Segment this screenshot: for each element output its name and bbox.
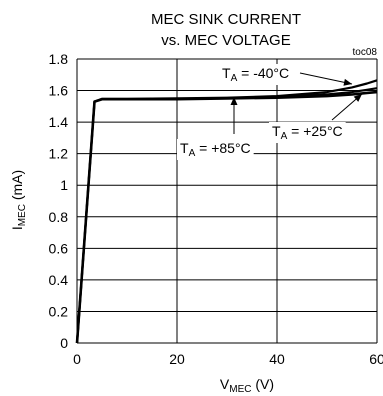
y-tick-label: 1.6: [49, 83, 69, 99]
grid: [76, 58, 378, 344]
annotation-arrowhead: [230, 97, 238, 105]
x-tick-label: 40: [269, 351, 285, 367]
x-tick-label: 60: [369, 351, 383, 367]
annotation-label: TA = +25°C: [272, 123, 343, 142]
x-tick-label: 0: [73, 351, 81, 367]
y-axis-label: IMEC (mA): [9, 170, 28, 230]
y-tick-label: 1.8: [49, 51, 69, 67]
annotation-pointer: [299, 72, 353, 85]
tick-labels: 0 20 40 60 0 0.2 0.4 0.6 0.8 1 1.2 1.4 1.6 1.8: [49, 51, 383, 367]
chart-title-line-1: MEC SINK CURRENT: [151, 11, 301, 28]
y-tick-label: 1.2: [49, 146, 69, 162]
x-axis-label: VMEC (V): [220, 376, 274, 395]
annotation-backing: [177, 139, 254, 160]
x-tick-label: 20: [169, 351, 185, 367]
figure-id: toc08: [353, 47, 378, 58]
chart-title-line-2: vs. MEC VOLTAGE: [161, 32, 290, 49]
series-lines: [75, 79, 378, 344]
annotation-arrowhead: [343, 78, 352, 86]
y-tick-label: 0.6: [49, 240, 69, 256]
y-tick-label: 0.8: [49, 209, 69, 225]
y-tick-label: 0: [60, 335, 68, 351]
annotation-backing: [219, 64, 293, 85]
annotations: TA = -40°C TA = +25°C TA = +85°C: [177, 64, 363, 160]
annotation-label: TA = +85°C: [180, 140, 251, 159]
y-tick-label: 0.2: [49, 303, 69, 319]
annotation-label: TA = -40°C: [222, 65, 289, 84]
annotation-arrowhead: [353, 94, 362, 102]
y-tick-label: 0.4: [49, 272, 69, 288]
annotation-backing: [269, 122, 346, 143]
series-line: [75, 90, 378, 344]
y-tick-label: 1.4: [49, 114, 69, 130]
y-tick-label: 1: [60, 177, 68, 193]
